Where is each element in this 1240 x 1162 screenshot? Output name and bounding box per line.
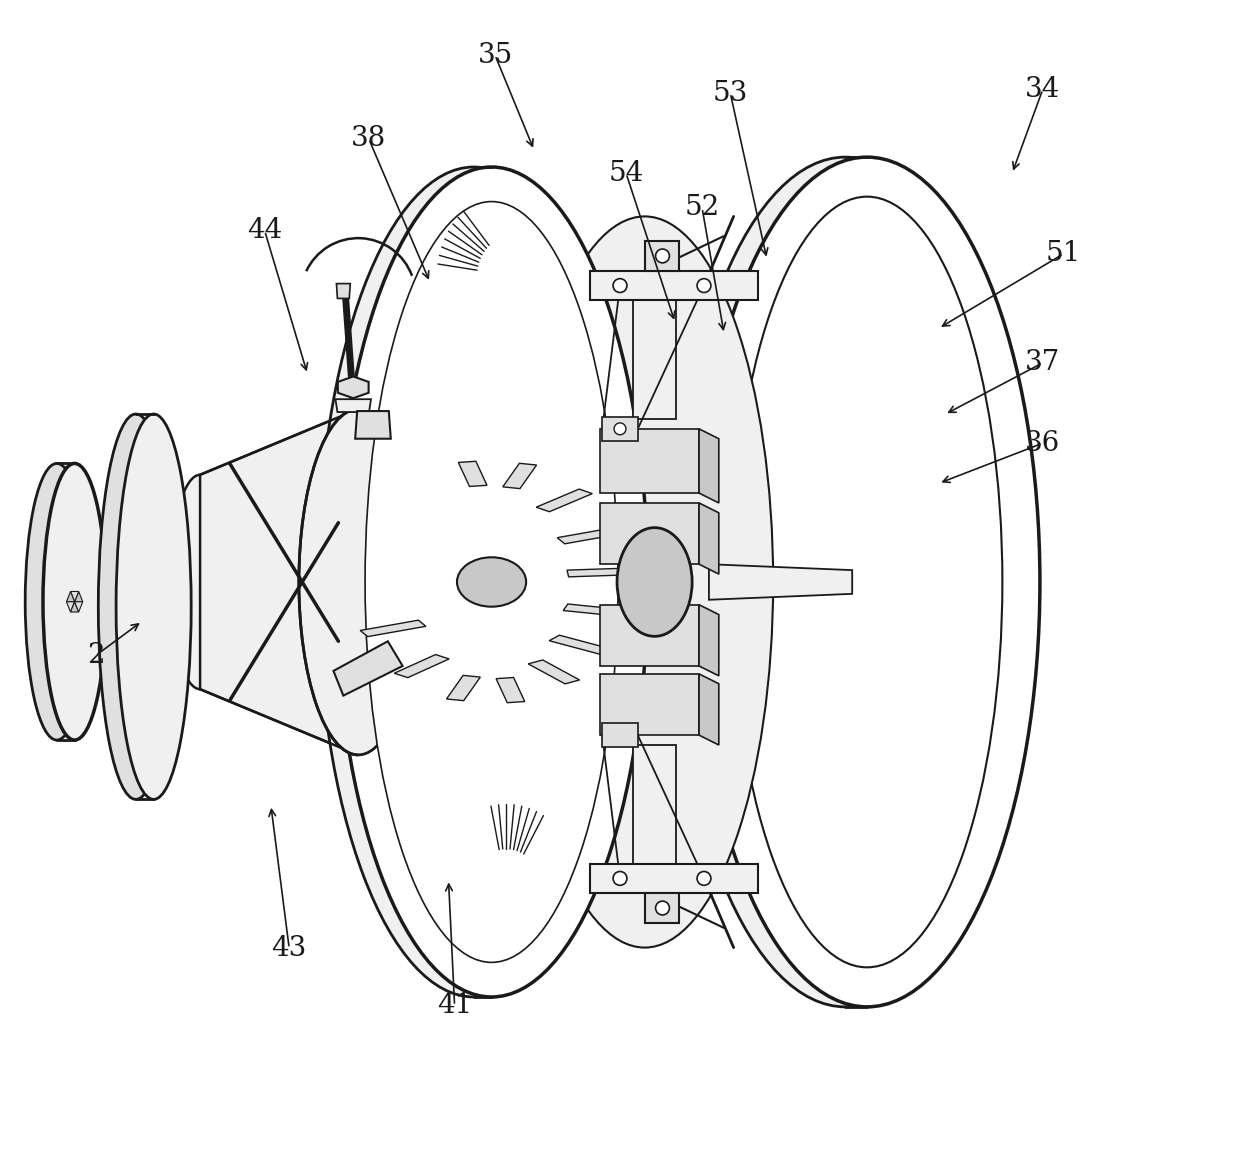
Polygon shape [600, 604, 699, 666]
Ellipse shape [697, 279, 711, 293]
Polygon shape [600, 503, 699, 565]
Polygon shape [502, 464, 537, 488]
Polygon shape [67, 602, 74, 612]
Polygon shape [699, 674, 719, 745]
Text: 54: 54 [609, 160, 644, 187]
Ellipse shape [43, 464, 107, 740]
Ellipse shape [613, 279, 627, 293]
Ellipse shape [694, 157, 1040, 1006]
Polygon shape [337, 376, 368, 399]
Polygon shape [536, 489, 593, 511]
Polygon shape [600, 674, 699, 736]
Polygon shape [699, 604, 719, 676]
Polygon shape [549, 636, 613, 654]
Polygon shape [336, 400, 371, 413]
Text: 53: 53 [713, 79, 748, 107]
Polygon shape [645, 894, 680, 923]
Text: 43: 43 [272, 935, 306, 962]
Text: 2: 2 [87, 643, 104, 669]
Polygon shape [557, 528, 622, 544]
Ellipse shape [672, 157, 1018, 1006]
Polygon shape [590, 271, 759, 301]
Polygon shape [567, 568, 632, 576]
Ellipse shape [732, 196, 1002, 967]
Ellipse shape [613, 872, 627, 885]
Polygon shape [632, 745, 676, 888]
Polygon shape [459, 461, 487, 487]
Ellipse shape [656, 249, 670, 263]
Polygon shape [394, 654, 449, 677]
Polygon shape [334, 641, 403, 696]
Ellipse shape [336, 167, 647, 997]
Polygon shape [67, 591, 74, 602]
Ellipse shape [656, 901, 670, 914]
Text: 38: 38 [351, 125, 387, 152]
Polygon shape [74, 602, 83, 612]
Polygon shape [360, 439, 418, 725]
Polygon shape [632, 275, 676, 419]
Ellipse shape [458, 558, 526, 607]
Text: 51: 51 [1045, 241, 1081, 267]
Ellipse shape [98, 414, 174, 799]
Polygon shape [74, 591, 83, 602]
Polygon shape [699, 429, 719, 503]
Ellipse shape [299, 409, 418, 755]
Text: 34: 34 [1025, 76, 1060, 103]
Ellipse shape [117, 414, 191, 799]
Text: 36: 36 [1025, 430, 1060, 457]
Polygon shape [699, 503, 719, 574]
Ellipse shape [317, 167, 630, 997]
Ellipse shape [170, 475, 229, 689]
Polygon shape [71, 602, 78, 612]
Polygon shape [355, 411, 391, 439]
Polygon shape [71, 591, 78, 602]
Text: 37: 37 [1025, 350, 1060, 376]
Text: 41: 41 [436, 992, 472, 1019]
Ellipse shape [516, 216, 774, 947]
Ellipse shape [618, 528, 692, 637]
Polygon shape [590, 863, 759, 894]
Polygon shape [600, 429, 699, 493]
Polygon shape [336, 284, 350, 299]
Text: 35: 35 [477, 42, 512, 69]
Polygon shape [709, 565, 852, 600]
Ellipse shape [25, 464, 88, 740]
Polygon shape [200, 409, 358, 755]
Polygon shape [563, 604, 630, 617]
Polygon shape [446, 675, 480, 701]
Text: 44: 44 [247, 217, 283, 244]
Polygon shape [603, 723, 637, 747]
Polygon shape [360, 621, 425, 637]
Polygon shape [645, 241, 680, 271]
Text: 52: 52 [684, 194, 719, 222]
Ellipse shape [365, 201, 618, 962]
Polygon shape [528, 660, 579, 684]
Ellipse shape [614, 423, 626, 435]
Ellipse shape [697, 872, 711, 885]
Polygon shape [603, 417, 637, 440]
Polygon shape [496, 677, 525, 703]
